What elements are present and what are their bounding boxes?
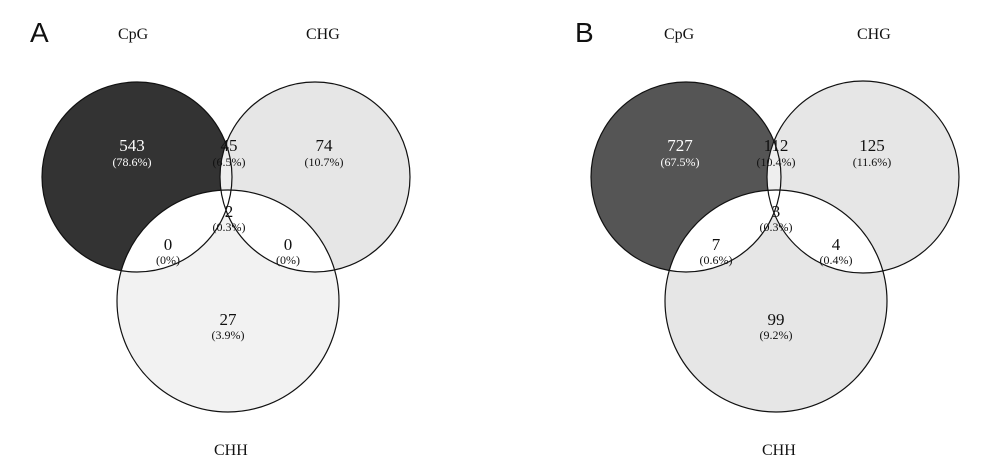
set-label-chg: CHG — [306, 26, 340, 43]
region-pct-chg-only: (11.6%) — [853, 155, 892, 169]
chg-circle-outline — [766, 80, 960, 274]
set-label-chh: CHH — [214, 442, 248, 459]
region-count-chg-chh: 0 — [284, 235, 293, 254]
region-count-cpg-chg: 45 — [221, 136, 238, 155]
cpg-circle-outline — [41, 81, 233, 273]
region-count-cpg-chh: 7 — [712, 235, 721, 254]
region-pct-cpg-only: (67.5%) — [661, 155, 700, 169]
region-pct-cpg-chg: (6.5%) — [213, 155, 246, 169]
cpg-circle-outline — [590, 81, 782, 273]
region-pct-all-three: (0.3%) — [760, 220, 793, 234]
region-pct-chg-only: (10.7%) — [305, 155, 344, 169]
region-count-cpg-chg: 112 — [764, 136, 789, 155]
chg-circle-outline — [219, 81, 411, 273]
region-pct-cpg-chg: (10.4%) — [757, 155, 796, 169]
region-pct-chg-chh: (0.4%) — [820, 253, 853, 267]
region-pct-cpg-only: (78.6%) — [113, 155, 152, 169]
region-count-cpg-chh: 0 — [164, 235, 173, 254]
chh-circle-outline — [116, 189, 340, 413]
set-label-chh: CHH — [762, 442, 796, 459]
region-count-chh-only: 99 — [768, 310, 785, 329]
region-count-all-three: 3 — [772, 202, 781, 221]
region-count-cpg-only: 727 — [667, 136, 693, 155]
region-count-chg-chh: 4 — [832, 235, 841, 254]
chh-circle-outline — [664, 189, 888, 413]
region-pct-cpg-chh: (0%) — [156, 253, 180, 267]
panel-letter: A — [30, 17, 49, 48]
chg-chh-overlap-fill — [767, 190, 887, 273]
set-label-cpg: CpG — [118, 26, 149, 43]
region-count-chg-only: 125 — [859, 136, 885, 155]
region-pct-chh-only: (3.9%) — [212, 328, 245, 342]
chg-chh-overlap-fill — [220, 190, 339, 272]
venn-panel-b: B CpG CHG CHH 727 (67.5%) 112 (10.4%) 12… — [575, 17, 960, 459]
region-count-cpg-only: 543 — [119, 136, 145, 155]
region-pct-chg-chh: (0%) — [276, 253, 300, 267]
region-count-chg-only: 74 — [316, 136, 334, 155]
set-label-cpg: CpG — [664, 26, 695, 43]
venn-panel-a: A CpG CHG CHH 543 (78.6%) 45 (6.5%) 74 (… — [30, 17, 411, 459]
cpg-chh-overlap-fill — [665, 190, 781, 272]
region-count-chh-only: 27 — [220, 310, 238, 329]
cpg-chh-overlap-fill — [117, 190, 232, 272]
region-pct-all-three: (0.3%) — [213, 220, 246, 234]
region-pct-cpg-chh: (0.6%) — [700, 253, 733, 267]
panel-letter: B — [575, 17, 594, 48]
set-label-chg: CHG — [857, 26, 891, 43]
region-count-all-three: 2 — [225, 202, 234, 221]
region-pct-chh-only: (9.2%) — [760, 328, 793, 342]
